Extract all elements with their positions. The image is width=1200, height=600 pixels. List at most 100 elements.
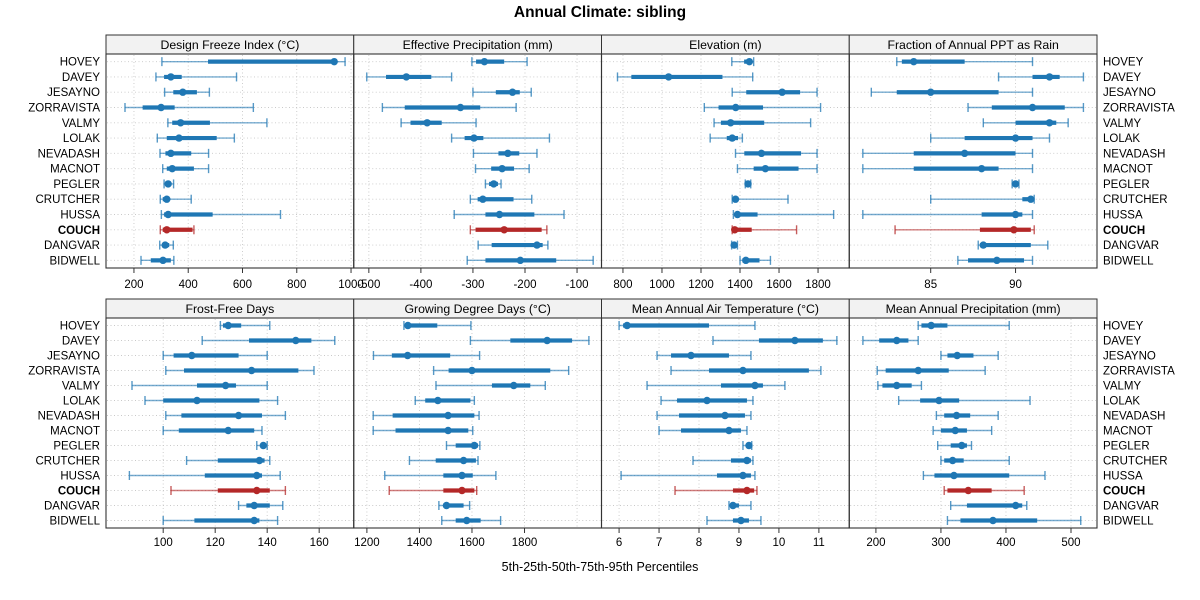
interval-zorravista — [381, 103, 517, 112]
interval-nevadash — [656, 411, 752, 420]
interval-macnot — [162, 426, 263, 435]
interval-valmy — [713, 118, 812, 128]
x-tick-label: 90 — [1009, 279, 1022, 291]
site-label-right: CRUTCHER — [1103, 194, 1168, 206]
interval-hovey — [896, 57, 1034, 67]
site-label-left: ZORRAVISTA — [28, 103, 100, 115]
x-tick-label: 400 — [996, 537, 1015, 549]
interval-hussa — [732, 210, 835, 219]
strip-title: Design Freeze Index (°C) — [160, 38, 299, 52]
interval-macnot — [736, 164, 818, 174]
interval-crutcher — [692, 456, 754, 465]
site-label-right: DAVEY — [1103, 336, 1141, 348]
median-dot — [914, 366, 922, 375]
interval-bidwell — [946, 516, 1082, 525]
median-dot — [163, 195, 171, 203]
median-dot — [510, 381, 518, 390]
interval-hussa — [453, 210, 565, 219]
median-dot — [456, 103, 465, 112]
median-dot — [958, 441, 966, 450]
median-dot — [1045, 73, 1054, 81]
interval-crutcher — [469, 194, 533, 204]
median-dot — [543, 336, 551, 345]
median-dot — [989, 516, 997, 525]
median-dot — [292, 336, 300, 345]
x-tick-label: 1600 — [766, 279, 792, 291]
site-label-left: DAVEY — [62, 72, 100, 84]
gridlines — [602, 55, 849, 267]
median-dot — [253, 486, 261, 495]
x-tick-label: 9 — [736, 537, 742, 549]
interval-nevadash — [734, 148, 818, 158]
interval-davey — [366, 72, 453, 82]
median-dot — [960, 149, 969, 158]
x-tick-label: 85 — [924, 279, 937, 291]
x-tick-label: 10 — [773, 537, 786, 549]
x-tick-label: -100 — [566, 279, 589, 291]
median-dot — [247, 366, 256, 375]
x-tick-label: 1200 — [688, 279, 714, 291]
interval-hussa — [922, 471, 1046, 480]
panel-growing-degree-days-c: Growing Degree Days (°C) 1200 1400 1600 1800 — [353, 298, 603, 549]
interval-lolak — [660, 396, 754, 405]
median-dot — [250, 501, 258, 510]
interval-lolak — [450, 133, 551, 143]
panel-border — [600, 317, 850, 529]
interval-jesayno — [731, 87, 818, 97]
median-dot — [444, 426, 452, 435]
median-dot — [728, 134, 736, 142]
gridlines — [850, 319, 1096, 527]
interval-zorravista — [432, 366, 570, 375]
interval-zorravista — [124, 103, 255, 112]
median-dot — [950, 471, 958, 480]
site-label-right: PEGLER — [1103, 179, 1150, 191]
x-tick-label: 120 — [206, 537, 225, 549]
median-dot — [725, 426, 733, 435]
median-dot — [253, 471, 261, 480]
site-label-left: CRUTCHER — [35, 456, 100, 468]
site-label-right: BIDWELL — [1103, 516, 1154, 528]
strip-title: Elevation (m) — [689, 38, 761, 52]
interval-bidwell — [706, 516, 762, 525]
site-label-right: MACNOT — [1103, 164, 1153, 176]
panel-frost-free-days: Frost-Free Days 100 120 140 160 — [105, 298, 355, 549]
interval-bidwell — [441, 516, 502, 525]
interval-zorravista — [876, 366, 986, 375]
interval-zorravista — [703, 103, 822, 112]
site-label-right: HUSSA — [1103, 210, 1143, 222]
interval-macnot — [372, 426, 474, 435]
median-dot — [703, 396, 711, 405]
site-label-right: DANGVAR — [1103, 501, 1159, 513]
site-label-left: PEGLER — [53, 441, 100, 453]
site-label-right: BIDWELL — [1103, 255, 1154, 267]
x-tick-label: 1000 — [338, 279, 364, 291]
interval-nevadash — [472, 148, 538, 158]
interval-pegler — [484, 179, 502, 189]
interval-crutcher — [731, 194, 789, 204]
interval-macnot — [932, 426, 993, 435]
site-label-right: COUCH — [1103, 486, 1145, 498]
median-dot — [952, 411, 961, 420]
x-tick-label: 800 — [613, 279, 632, 291]
panel-border — [848, 53, 1098, 269]
site-label-left: MACNOT — [50, 164, 100, 176]
site-label-left: LOLAK — [63, 396, 100, 408]
x-tick-label: 1400 — [407, 537, 433, 549]
interval-davey — [201, 336, 336, 345]
median-dot — [742, 256, 750, 265]
interval-couch — [943, 486, 1025, 495]
interval-davey — [616, 72, 754, 82]
interval-macnot — [862, 164, 1034, 174]
interval-valmy — [646, 381, 786, 390]
median-dot — [1012, 501, 1020, 510]
median-dot — [176, 119, 185, 127]
site-label-left: DANGVAR — [44, 501, 100, 513]
median-dot — [479, 195, 487, 203]
interval-hussa — [160, 210, 282, 219]
interval-couch — [731, 225, 798, 235]
median-dot — [167, 73, 175, 81]
median-dot — [731, 226, 739, 234]
interval-bidwell — [466, 255, 594, 265]
site-labels-row-2: HOVEY HOVEY DAVEY DAVEY JESAYNO JESAYNO ZORRAV… — [28, 321, 1175, 528]
